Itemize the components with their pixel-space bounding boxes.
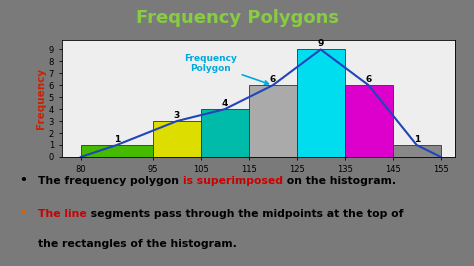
Text: is superimposed: is superimposed	[182, 176, 283, 186]
Text: 9: 9	[318, 39, 324, 48]
Y-axis label: Frequency: Frequency	[36, 68, 46, 129]
Text: 1: 1	[114, 135, 120, 144]
Bar	[297, 49, 345, 157]
Text: 4: 4	[221, 99, 228, 108]
Bar	[81, 145, 153, 157]
Text: 1: 1	[413, 135, 420, 144]
Text: •: •	[19, 174, 27, 188]
Text: on the histogram.: on the histogram.	[283, 176, 396, 186]
Text: •: •	[19, 207, 27, 220]
Bar	[201, 109, 249, 157]
Bar	[153, 121, 201, 157]
Text: Frequency Polygons: Frequency Polygons	[136, 9, 338, 27]
Text: segments pass through the midpoints at the top of: segments pass through the midpoints at t…	[87, 209, 403, 219]
Text: 3: 3	[173, 111, 180, 120]
Text: Frequency
Polygon: Frequency Polygon	[184, 54, 268, 84]
Bar	[249, 85, 297, 157]
Bar	[392, 145, 441, 157]
Bar	[345, 85, 392, 157]
Text: 6: 6	[270, 75, 276, 84]
Text: 6: 6	[365, 75, 372, 84]
Text: the rectangles of the histogram.: the rectangles of the histogram.	[38, 239, 237, 249]
Text: The frequency polygon: The frequency polygon	[38, 176, 182, 186]
Text: The line: The line	[38, 209, 87, 219]
